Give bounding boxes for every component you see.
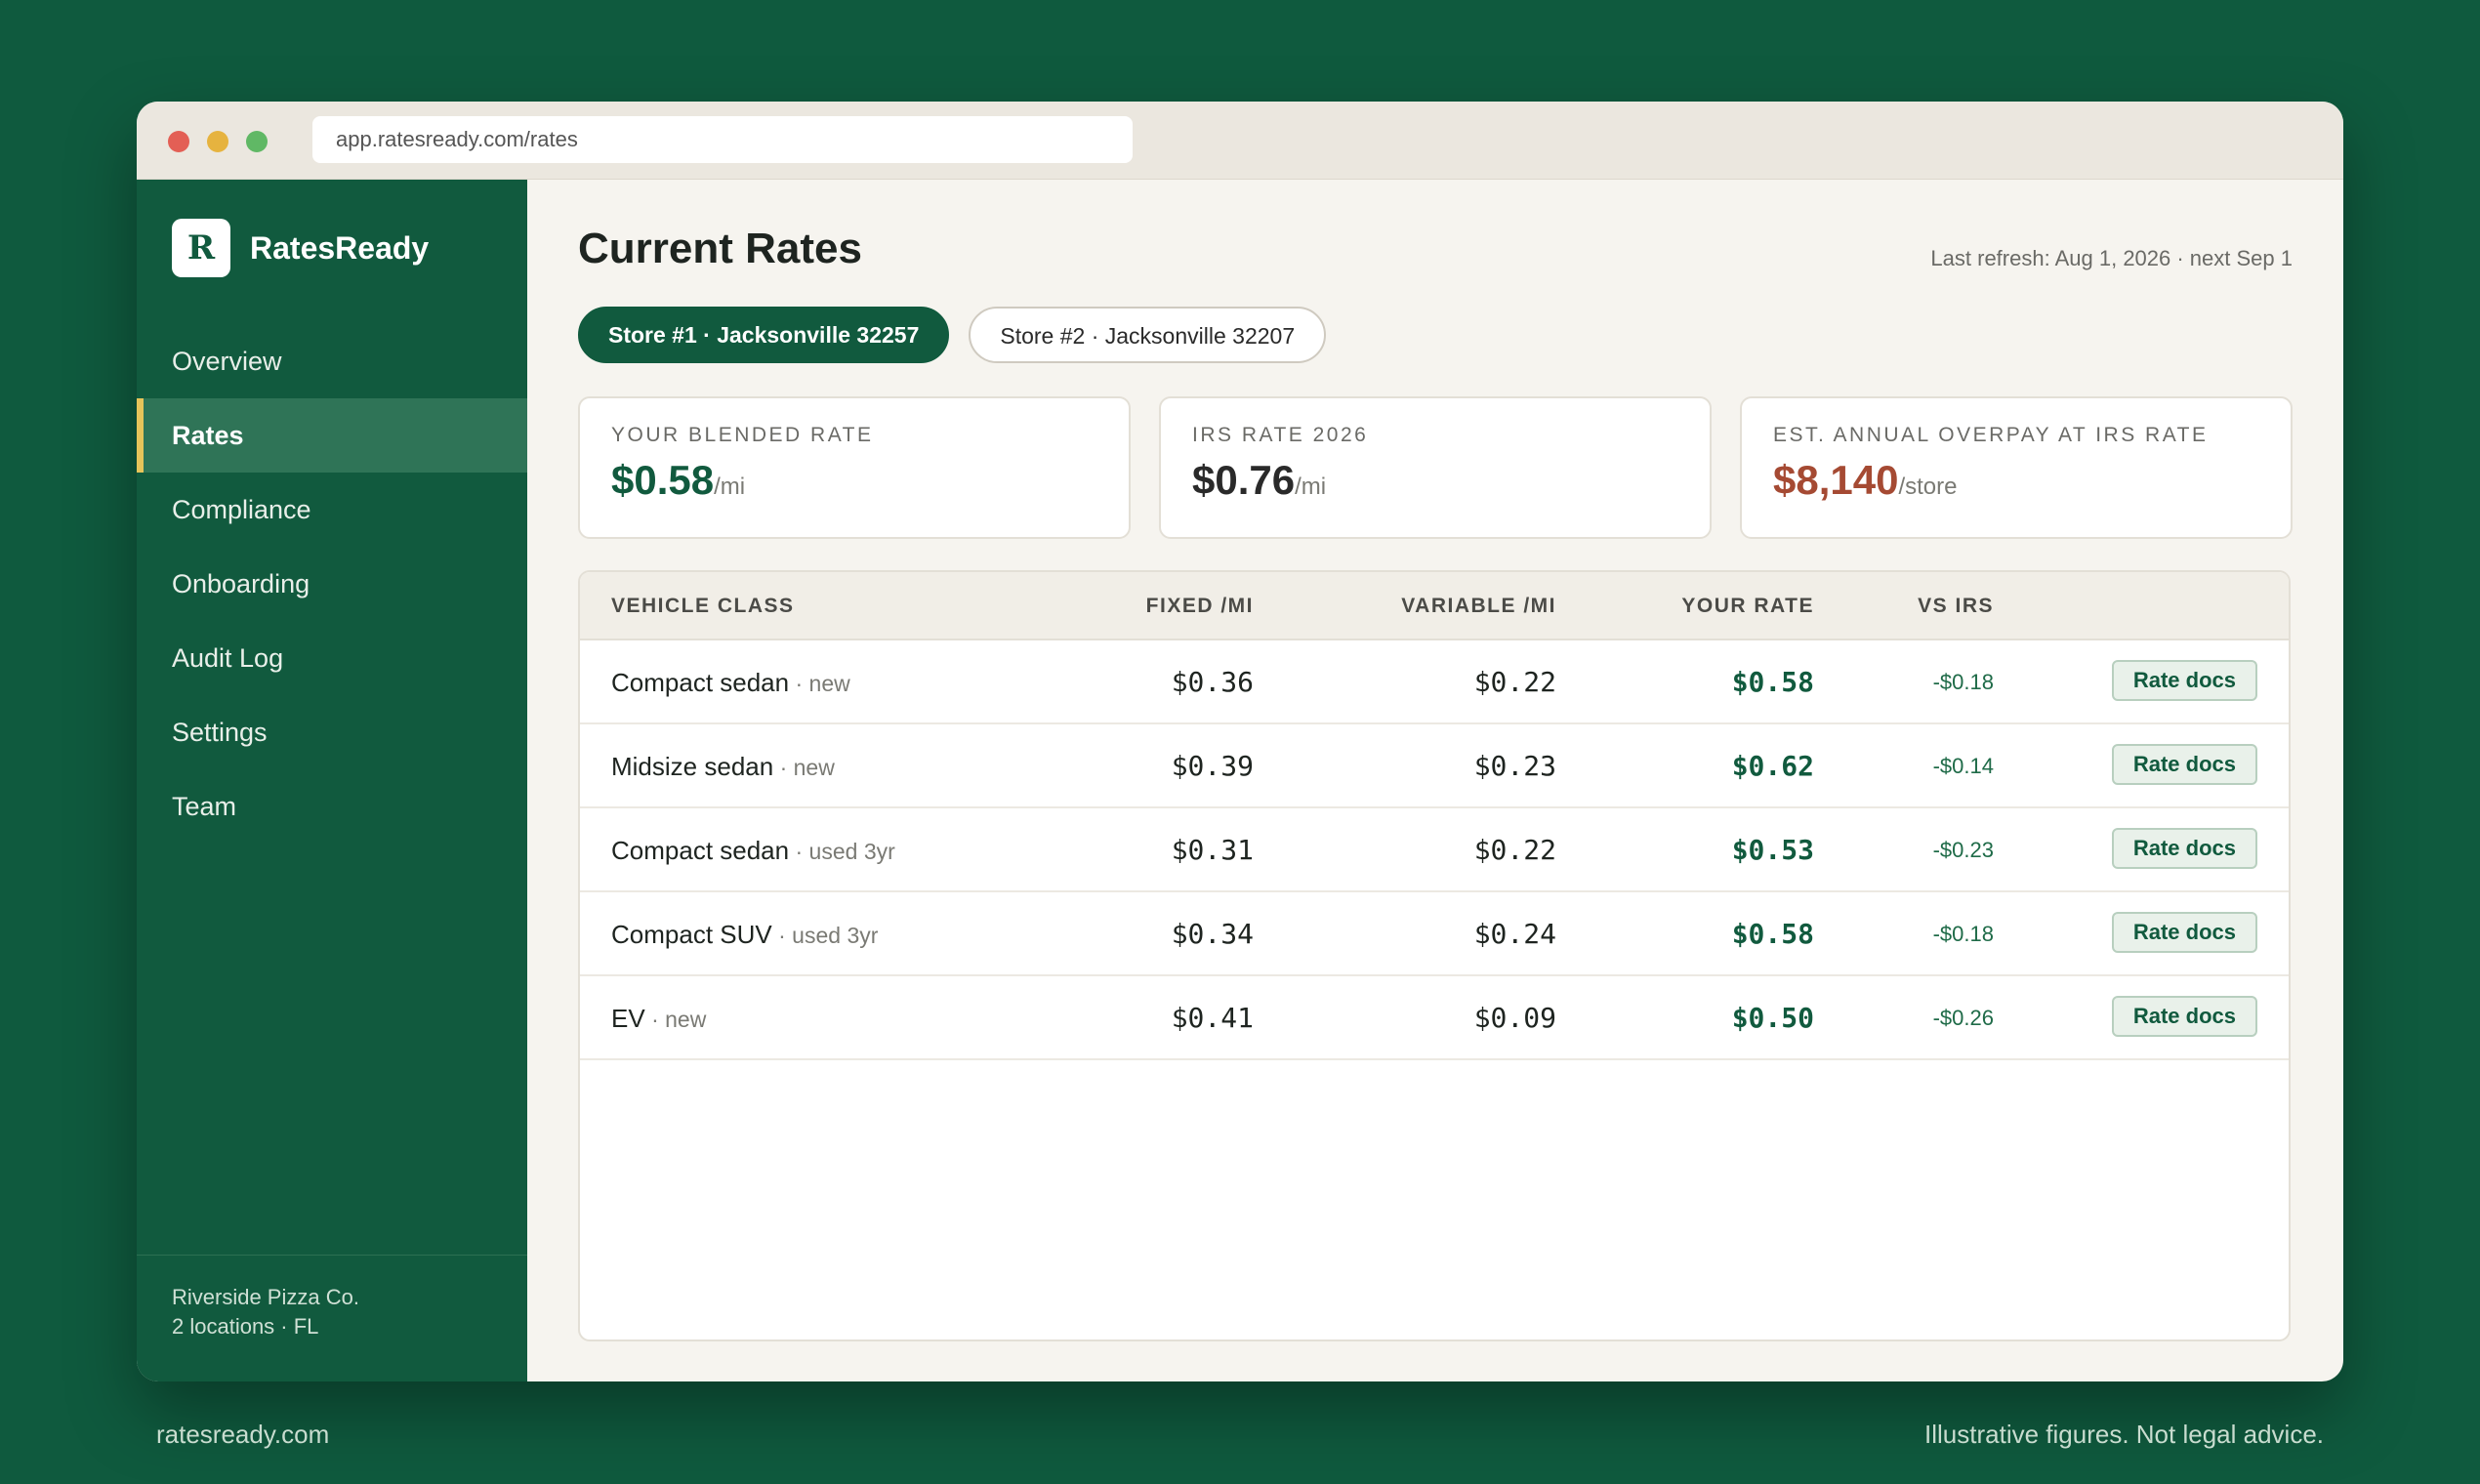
card-unit: /mi [1295,474,1327,500]
vehicle-class: Midsize sedan [611,752,774,781]
column-header-your-rate[interactable]: YOUR RATE [1681,595,1814,617]
your-rate: $0.62 [1731,750,1814,782]
your-rate: $0.58 [1731,666,1814,698]
rate-docs-button[interactable]: Rate docs [2111,828,2257,869]
rate-docs-button[interactable]: Rate docs [2111,912,2257,953]
fixed-rate: $0.36 [1171,666,1254,698]
minimize-window-button[interactable] [207,131,228,152]
vehicle-class: Compact sedan [611,836,790,865]
sidebar-item-compliance[interactable]: Compliance [172,495,311,524]
brand-name: RatesReady [250,229,430,266]
vs-irs-diff: -$0.26 [1932,1006,1994,1030]
vehicle-class: Compact SUV [611,920,772,949]
your-rate: $0.50 [1731,1002,1814,1034]
column-header-vehicle-class[interactable]: VEHICLE CLASS [611,595,795,617]
rate-docs-button[interactable]: Rate docs [2111,744,2257,785]
card-value: $8,140 [1773,457,1899,503]
variable-rate: $0.22 [1473,666,1556,698]
column-header-variable[interactable]: VARIABLE /MI [1401,595,1556,617]
your-rate: $0.58 [1731,918,1814,950]
vs-irs-diff: -$0.18 [1932,922,1994,946]
sidebar-item-audit-log[interactable]: Audit Log [172,643,284,673]
vs-irs-diff: -$0.18 [1932,670,1994,694]
brand[interactable]: R RatesReady [172,219,429,277]
fixed-rate: $0.39 [1171,750,1254,782]
vehicle-condition: · used 3yr [789,839,895,864]
sidebar-item-settings[interactable]: Settings [172,718,268,747]
company-name: Riverside Pizza Co. [172,1285,359,1309]
variable-rate: $0.09 [1473,1002,1556,1034]
your-rate: $0.53 [1731,834,1814,866]
table-row: Compact SUV · used 3yr $0.34 $0.24 $0.58… [580,892,2289,976]
sidebar-item-team[interactable]: Team [172,792,237,821]
rate-docs-button[interactable]: Rate docs [2111,660,2257,701]
close-window-button[interactable] [168,131,189,152]
account-info: Riverside Pizza Co. 2 locations · FL [137,1255,527,1381]
vehicle-condition: · new [644,1007,707,1032]
variable-rate: $0.24 [1473,918,1556,950]
summary-cards: YOUR BLENDED RATE $0.58/mi IRS RATE 2026… [578,396,2293,539]
column-header-vs-irs[interactable]: VS IRS [1918,595,1994,617]
store-tab-2[interactable]: Store #2 · Jacksonville 32207 [969,307,1327,363]
table-row: EV · new $0.41 $0.09 $0.50 -$0.26 Rate d… [580,976,2289,1060]
fixed-rate: $0.34 [1171,918,1254,950]
rates-table: VEHICLE CLASS FIXED /MI VARIABLE /MI YOU… [578,570,2291,1341]
site-footer-link[interactable]: ratesready.com [156,1420,330,1449]
sidebar: R RatesReady Overview Rates Compliance O… [137,180,527,1381]
fixed-rate: $0.31 [1171,834,1254,866]
title-bar: app.ratesready.com/rates [137,102,2343,180]
table-row: Compact sedan · new $0.36 $0.22 $0.58 -$… [580,640,2289,724]
irs-rate-card: IRS RATE 2026 $0.76/mi [1159,396,1712,539]
vs-irs-diff: -$0.23 [1932,838,1994,862]
fixed-rate: $0.41 [1171,1002,1254,1034]
card-unit: /store [1898,474,1958,500]
card-unit: /mi [714,474,746,500]
variable-rate: $0.22 [1473,834,1556,866]
column-header-fixed[interactable]: FIXED /MI [1145,595,1254,617]
disclaimer-text: Illustrative figures. Not legal advice. [1924,1420,2324,1449]
table-row: Midsize sedan · new $0.39 $0.23 $0.62 -$… [580,724,2289,808]
sidebar-item-onboarding[interactable]: Onboarding [172,569,310,598]
rate-docs-button[interactable]: Rate docs [2111,996,2257,1037]
annual-overpay-card: EST. ANNUAL OVERPAY AT IRS RATE $8,140/s… [1740,396,2293,539]
vehicle-condition: · new [789,671,850,696]
card-label: YOUR BLENDED RATE [611,424,874,446]
card-label: EST. ANNUAL OVERPAY AT IRS RATE [1773,424,2209,446]
location-count: 2 locations · FL [172,1314,319,1339]
vehicle-condition: · new [773,755,835,780]
maximize-window-button[interactable] [246,131,268,152]
vehicle-class: EV [611,1004,645,1033]
last-refresh-text: Last refresh: Aug 1, 2026 · next Sep 1 [1930,246,2293,270]
sidebar-item-overview[interactable]: Overview [172,347,282,376]
table-header: VEHICLE CLASS FIXED /MI VARIABLE /MI YOU… [580,572,2289,640]
blended-rate-card: YOUR BLENDED RATE $0.58/mi [578,396,1131,539]
logo-icon: R [172,219,230,277]
variable-rate: $0.23 [1473,750,1556,782]
card-label: IRS RATE 2026 [1192,424,1369,446]
card-value: $0.58 [611,457,715,503]
main-content: Current Rates Last refresh: Aug 1, 2026 … [527,180,2343,1381]
browser-window: app.ratesready.com/rates R RatesReady Ov… [137,102,2343,1381]
vehicle-class: Compact sedan [611,668,790,697]
store-tab-1[interactable]: Store #1 · Jacksonville 32257 [578,307,950,363]
page-title: Current Rates [578,225,862,272]
sidebar-item-rates[interactable]: Rates [137,398,527,473]
card-value: $0.76 [1192,457,1296,503]
vs-irs-diff: -$0.14 [1932,754,1994,778]
address-bar[interactable]: app.ratesready.com/rates [312,116,1133,163]
store-selector: Store #1 · Jacksonville 32257 Store #2 ·… [578,307,1345,363]
vehicle-condition: · used 3yr [771,923,879,948]
sidebar-nav: Overview Rates Compliance Onboarding Aud… [137,324,527,844]
table-row: Compact sedan · used 3yr $0.31 $0.22 $0.… [580,808,2289,892]
